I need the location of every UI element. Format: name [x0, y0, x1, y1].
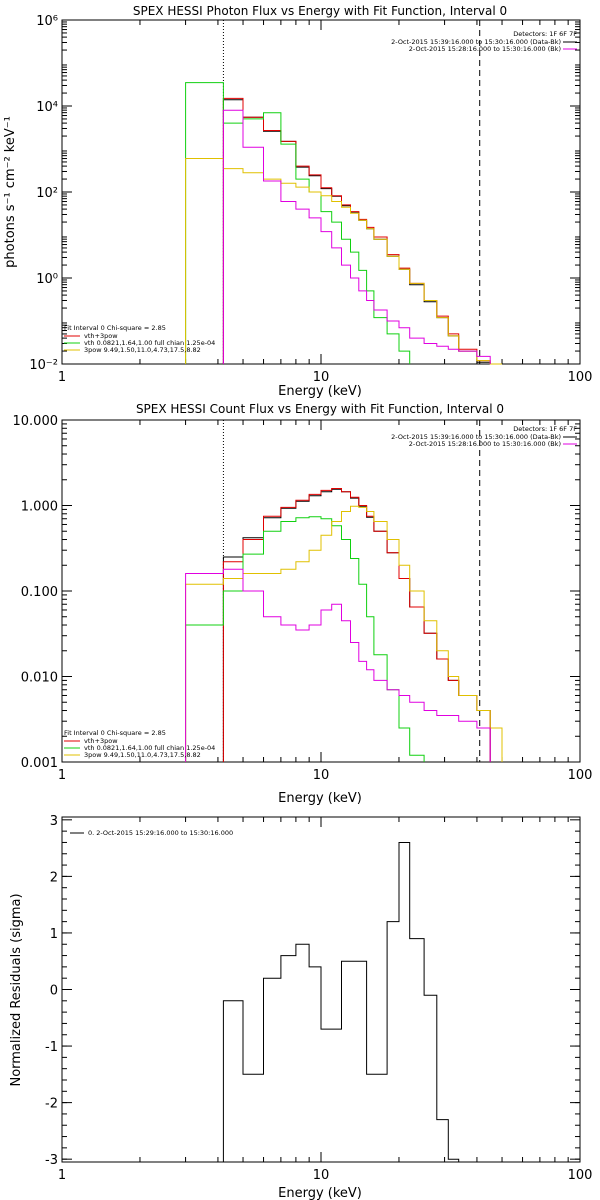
count-flux-ticks: 1 10 100 0.001 0.010 0.100 1.000 10.000 — [13, 414, 593, 783]
residuals-series — [222, 842, 477, 1163]
count-flux-legend-background: 2-Oct-2015 15:28:16.000 to 15:30:16.000 … — [409, 440, 561, 448]
count-flux-fit-header: Fit Interval 0 Chi-square = 2.85 — [64, 729, 166, 737]
count-flux-plot-frame — [61, 419, 581, 763]
count-flux-legend-fit: Fit Interval 0 Chi-square = 2.85 vth+3po… — [64, 729, 215, 759]
residuals-y-tick-label: 0 — [50, 984, 58, 999]
count-flux-title: SPEX HESSI Count Flux vs Energy with Fit… — [136, 402, 504, 416]
residuals-x-tick-label: 100 — [568, 1168, 593, 1183]
photon-flux-reference-lines — [222, 20, 481, 364]
count-flux-y-tick-label: 0.001 — [21, 756, 58, 771]
photon-flux-total-step-line — [222, 97, 491, 364]
photon-flux-series — [185, 82, 502, 365]
photon-flux-y-tick-label: 10⁻² — [29, 358, 58, 373]
photon-flux-y-tick-label: 10⁶ — [36, 14, 58, 29]
count-flux-y-tick-label: 0.010 — [21, 671, 58, 686]
residuals-x-axis-label: Energy (keV) — [278, 1186, 362, 1200]
residuals-panel: Energy (keV) Normalized Residuals (sigma… — [9, 814, 592, 1200]
count-flux-y-tick-label: 10.000 — [13, 414, 59, 429]
photon-flux-x-tick-label: 1 — [58, 370, 66, 385]
photon-flux-thermal-step-line — [185, 82, 411, 364]
residuals-data-step-line — [222, 842, 477, 1163]
photon-flux-y-tick-label: 10² — [36, 186, 58, 201]
photon-flux-powerlaw-step-line — [185, 158, 502, 365]
count-flux-y-tick-label: 1.000 — [21, 500, 58, 515]
photon-flux-panel: SPEX HESSI Photon Flux vs Energy with Fi… — [3, 4, 592, 399]
photon-flux-fit-thermal-label: vth 0.0821,1.64,1.00 full chian 1.25e-04 — [84, 339, 215, 347]
photon-flux-fit-powerlaw-label: 3pow 9.49,1.50,11.0,4.73,17.5,8.82 — [84, 346, 201, 354]
count-flux-x-axis-label: Energy (keV) — [278, 791, 362, 806]
photon-flux-y-tick-label: 10⁰ — [36, 272, 58, 287]
count-flux-background-step-line — [185, 568, 491, 762]
count-flux-x-tick-label: 1 — [58, 768, 66, 783]
count-flux-x-tick-label: 100 — [568, 768, 593, 783]
photon-flux-x-tick-label: 100 — [568, 370, 593, 385]
residuals-legend: 0. 2-Oct-2015 15:29:16.000 to 15:30:16.0… — [70, 829, 233, 837]
photon-flux-fit-total-label: vth+3pow — [84, 332, 118, 340]
count-flux-legend-data: 2-Oct-2015 15:39:16.000 to 15:30:16.000 … — [391, 433, 561, 441]
count-flux-total-step-line — [222, 488, 491, 762]
residuals-ticks: 1 10 100 -3 -2 -1 0 1 2 3 — [45, 814, 592, 1183]
count-flux-thermal-step-line — [185, 516, 425, 762]
photon-flux-data-step-line — [222, 99, 491, 364]
photon-flux-background-step-line — [222, 109, 491, 364]
count-flux-fit-thermal-label: vth 0.0821,1.64,1.00 full chian 1.25e-04 — [84, 744, 215, 752]
residuals-x-tick-label: 1 — [58, 1168, 66, 1183]
photon-flux-x-axis-label: Energy (keV) — [278, 384, 362, 399]
photon-flux-y-tick-label: 10⁴ — [36, 100, 58, 115]
count-flux-y-tick-label: 0.100 — [21, 585, 58, 600]
count-flux-panel: SPEX HESSI Count Flux vs Energy with Fit… — [13, 402, 593, 806]
count-flux-legend-topright: Detectors: 1F 6F 7F 2-Oct-2015 15:39:16.… — [391, 425, 577, 448]
residuals-y-axis-label: Normalized Residuals (sigma) — [9, 893, 24, 1086]
residuals-y-tick-label: 3 — [50, 814, 58, 829]
photon-flux-title: SPEX HESSI Photon Flux vs Energy with Fi… — [133, 4, 507, 18]
count-flux-powerlaw-step-line — [185, 505, 503, 762]
photon-flux-legend-fit: Fit Interval 0 Chi-square = 2.85 vth+3po… — [64, 324, 215, 354]
count-flux-fit-total-label: vth+3pow — [84, 737, 118, 745]
residuals-y-tick-label: 2 — [50, 870, 58, 885]
count-flux-detectors-label: Detectors: 1F 6F 7F — [513, 425, 577, 433]
photon-flux-legend-data: 2-Oct-2015 15:39:16.000 to 15:30:16.000 … — [391, 38, 561, 46]
residuals-y-tick-label: -1 — [45, 1040, 58, 1055]
residuals-y-tick-label: -2 — [45, 1097, 58, 1112]
photon-flux-fit-header: Fit Interval 0 Chi-square = 2.85 — [64, 324, 166, 332]
photon-flux-y-axis-label: photons s⁻¹ cm⁻² keV⁻¹ — [3, 116, 18, 268]
count-flux-series — [185, 488, 503, 762]
photon-flux-legend-topright: Detectors: 1F 6F 7F 2-Oct-2015 15:39:16.… — [391, 30, 577, 53]
photon-flux-legend-background: 2-Oct-2015 15:28:16.000 to 15:30:16.000 … — [409, 45, 561, 53]
residuals-y-tick-label: 1 — [50, 927, 58, 942]
photon-flux-detectors-label: Detectors: 1F 6F 7F — [513, 30, 577, 38]
residuals-x-tick-label: 10 — [313, 1168, 330, 1183]
residuals-legend-label: 0. 2-Oct-2015 15:29:16.000 to 15:30:16.0… — [88, 829, 233, 837]
residuals-y-tick-label: -3 — [45, 1153, 58, 1168]
count-flux-fit-powerlaw-label: 3pow 9.49,1.50,11.0,4.73,17.5,8.82 — [84, 751, 201, 759]
photon-flux-x-tick-label: 10 — [313, 370, 330, 385]
count-flux-x-tick-label: 10 — [313, 768, 330, 783]
photon-flux-ticks: 1 10 100 10⁻² 10⁰ 10² 10⁴ 10⁶ — [29, 14, 592, 385]
